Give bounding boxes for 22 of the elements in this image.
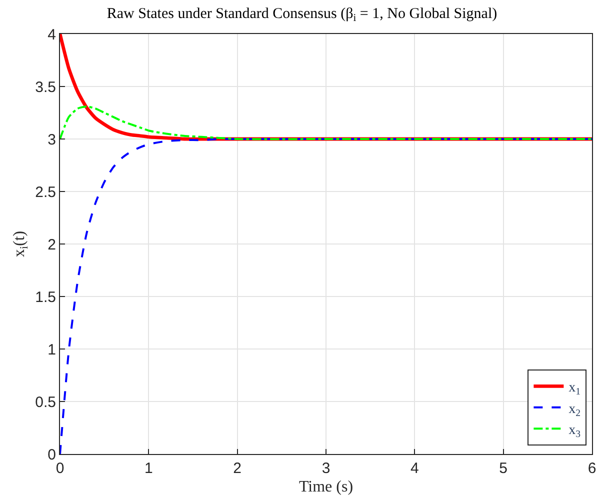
x-tick-label: 3 bbox=[322, 460, 330, 477]
y-tick-label: 4 bbox=[48, 26, 56, 44]
y-tick-label: 0 bbox=[48, 446, 56, 464]
x-tick-label: 6 bbox=[588, 460, 596, 477]
x-axis-title: Time (s) bbox=[298, 478, 354, 496]
x-tick-label: 2 bbox=[233, 460, 242, 477]
legend-label: x$_{3}$ bbox=[568, 423, 581, 440]
y-tick-label: 2.5 bbox=[35, 184, 56, 201]
chart-title: Raw States under Standard Consensus (β$_{i}$ = 1, No Global Signal) bbox=[106, 6, 498, 24]
y-tick-label: 0.5 bbox=[35, 394, 56, 411]
y-tick-label: 3 bbox=[48, 131, 56, 148]
y-tick-label: 1 bbox=[48, 341, 56, 358]
y-tick-label: 3.5 bbox=[35, 78, 56, 96]
y-tick-label: 2 bbox=[48, 236, 56, 254]
x-tick-label: 1 bbox=[144, 460, 153, 477]
line-series bbox=[60, 138, 592, 454]
line-series bbox=[60, 105, 592, 140]
x-tick-label: 5 bbox=[499, 460, 508, 477]
x-tick-label: 4 bbox=[410, 460, 419, 477]
legend-label: x$_{2}$ bbox=[568, 402, 581, 419]
legend-label: x$_{1}$ bbox=[568, 380, 581, 398]
y-tick-label: 1.5 bbox=[35, 288, 56, 306]
